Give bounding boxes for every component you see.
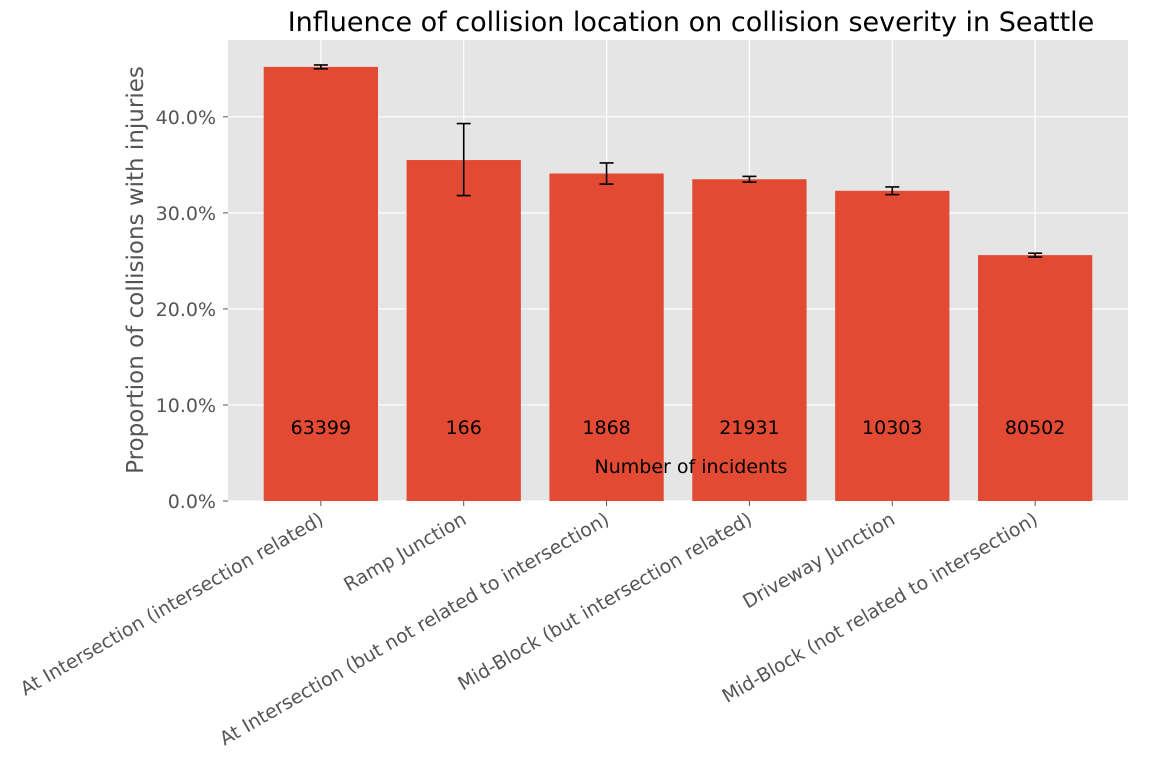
x-axis: At Intersection (intersection related) Ra…: [17, 501, 1042, 750]
bar: [263, 66, 378, 502]
incident-count-label: 166: [446, 417, 482, 439]
y-tick-label: 10.0%: [156, 395, 216, 417]
incident-count-label: 80502: [1005, 417, 1065, 439]
bars-layer: [263, 66, 1093, 502]
incident-count-label: 21931: [719, 417, 779, 439]
y-axis: 0.0% 10.0% 20.0% 30.0% 40.0%: [156, 107, 228, 513]
incident-count-label: 1868: [582, 417, 630, 439]
bar: [692, 179, 807, 501]
errorbar-layer: [313, 64, 1043, 258]
incident-count-label: 63399: [291, 417, 351, 439]
incidents-annotation: Number of incidents: [595, 456, 788, 478]
bar: [406, 160, 521, 502]
y-tick-label: 20.0%: [156, 299, 216, 321]
y-tick-label: 0.0%: [168, 491, 216, 513]
x-tick-label: Ramp Junction: [340, 508, 470, 596]
chart-title: Influence of collision location on colli…: [288, 7, 1095, 38]
incident-count-label: 10303: [862, 417, 922, 439]
bar: [978, 255, 1093, 501]
bar: [549, 173, 664, 501]
y-axis-label: Proportion of collisions with injuries: [123, 66, 149, 474]
x-tick-label: At Intersection (intersection related): [17, 508, 328, 700]
x-tick-label: Mid-Block (but intersection related): [454, 508, 756, 695]
bar: [835, 190, 950, 502]
count-labels: 63399 166 1868 21931 10303 80502: [291, 417, 1066, 439]
y-tick-label: 30.0%: [156, 203, 216, 225]
x-tick-label: Mid-Block (not related to intersection): [719, 508, 1042, 707]
y-tick-label: 40.0%: [156, 107, 216, 129]
